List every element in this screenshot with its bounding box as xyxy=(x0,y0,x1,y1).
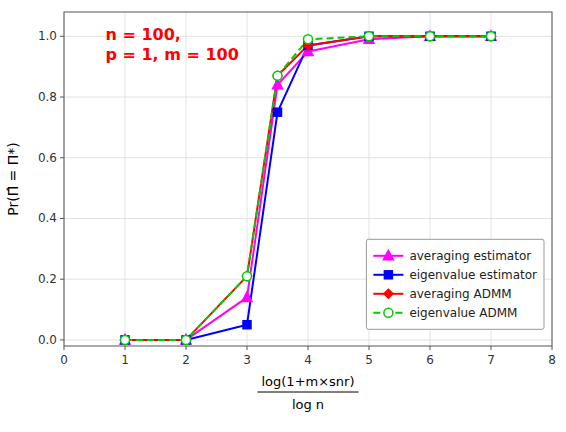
legend-label: averaging ADMM xyxy=(409,287,511,301)
legend-marker xyxy=(384,289,393,298)
series-marker xyxy=(182,335,191,344)
legend-marker xyxy=(383,250,393,259)
series-marker xyxy=(243,272,252,281)
x-tick-label: 6 xyxy=(426,353,434,367)
x-tick-label: 5 xyxy=(365,353,373,367)
x-tick-label: 4 xyxy=(304,353,312,367)
series-marker xyxy=(121,336,129,344)
x-tick xyxy=(491,346,492,350)
y-tick-label: 0.0 xyxy=(38,333,57,347)
series-marker xyxy=(365,32,373,40)
x-tick xyxy=(186,346,187,350)
grid xyxy=(64,12,552,346)
y-tick xyxy=(60,339,64,340)
legend-label: averaging estimator xyxy=(409,249,531,263)
y-tick xyxy=(60,157,64,158)
y-tick-label: 0.6 xyxy=(38,151,57,165)
y-tick xyxy=(60,36,64,37)
series-marker xyxy=(487,32,496,41)
fraction-bar xyxy=(257,392,358,393)
legend-label: eigenvalue estimator xyxy=(409,268,537,282)
chart: 0 1 2 3 4 5 6 7 8 0.0 0.2 0.4 0.6 0.8 1.0 Pr(Π̂ = Π*) lo… xyxy=(0,0,566,432)
x-tick xyxy=(64,346,65,350)
annotation-line: n = 100, xyxy=(105,25,180,44)
x-tick-label: 1 xyxy=(121,353,129,367)
x-tick-label: 3 xyxy=(243,353,251,367)
legend-marker xyxy=(384,271,392,279)
background xyxy=(0,0,566,432)
y-tick-label: 0.8 xyxy=(38,90,57,104)
series-marker xyxy=(182,336,190,344)
series-marker xyxy=(487,32,496,41)
x-axis-label-denominator: log n xyxy=(292,397,324,412)
grid-line xyxy=(308,12,309,346)
axes: 0 1 2 3 4 5 6 7 8 0.0 0.2 0.4 0.6 0.8 1.0 xyxy=(38,29,556,367)
series-marker xyxy=(243,272,252,281)
series-marker xyxy=(243,321,251,329)
grid-line xyxy=(64,97,552,98)
series-marker xyxy=(486,31,496,41)
x-tick xyxy=(552,346,553,350)
series-marker xyxy=(487,32,495,40)
annotation: n = 100,p = 1, m = 100 xyxy=(105,25,238,64)
series-marker xyxy=(273,71,282,80)
series-marker xyxy=(121,335,130,344)
x-tick xyxy=(247,346,248,350)
series-marker xyxy=(304,35,313,44)
y-tick-label: 0.4 xyxy=(38,211,57,225)
legend: averaging estimator eigenvalue estimator a… xyxy=(366,239,544,329)
x-tick xyxy=(369,346,370,350)
plot-frame xyxy=(64,12,552,346)
annotation-line: p = 1, m = 100 xyxy=(105,45,238,64)
series-marker xyxy=(182,335,191,344)
x-tick xyxy=(430,346,431,350)
y-tick xyxy=(60,97,64,98)
series-marker xyxy=(120,334,130,344)
y-tick-label: 0.2 xyxy=(38,272,57,286)
y-tick-label: 1.0 xyxy=(38,29,57,43)
series-marker xyxy=(365,32,374,41)
series-marker xyxy=(242,292,252,302)
x-axis-label-numerator: log(1+m×snr) xyxy=(261,374,354,389)
series-marker xyxy=(425,31,435,41)
y-tick xyxy=(60,218,64,219)
series-marker xyxy=(426,32,434,40)
legend-label: eigenvalue ADMM xyxy=(409,306,517,320)
x-tick xyxy=(125,346,126,350)
y-tick xyxy=(60,279,64,280)
series-marker xyxy=(273,71,282,80)
series-marker xyxy=(121,335,130,344)
x-tick-label: 0 xyxy=(60,353,68,367)
legend-marker xyxy=(384,308,393,317)
x-tick-label: 2 xyxy=(182,353,190,367)
series-marker xyxy=(426,32,435,41)
grid-line xyxy=(64,157,552,158)
x-tick-label: 8 xyxy=(548,353,556,367)
grid-line xyxy=(64,218,552,219)
x-tick-label: 7 xyxy=(487,353,495,367)
series-marker xyxy=(365,32,374,41)
series-marker xyxy=(274,108,282,116)
series-marker xyxy=(426,32,435,41)
x-tick xyxy=(308,346,309,350)
series-marker xyxy=(181,334,191,344)
y-axis-label: Pr(Π̂ = Π*) xyxy=(5,142,21,216)
legend-box xyxy=(366,239,544,329)
